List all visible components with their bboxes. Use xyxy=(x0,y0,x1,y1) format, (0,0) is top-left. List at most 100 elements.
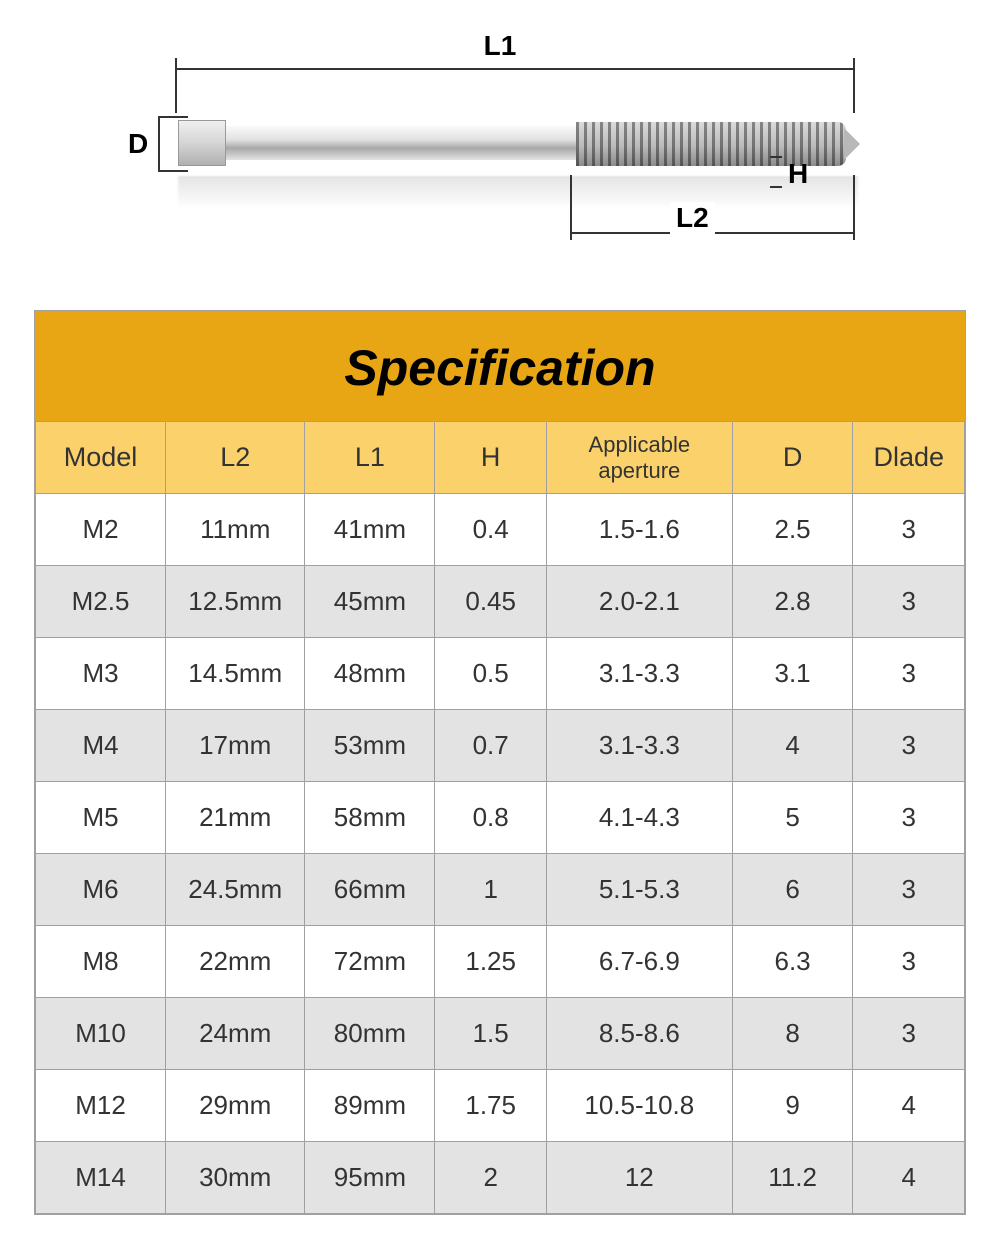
table-cell: M12 xyxy=(36,1070,166,1142)
table-cell: 9 xyxy=(732,1070,853,1142)
table-cell: 10.5-10.8 xyxy=(546,1070,732,1142)
tap-taper-tip xyxy=(844,128,860,160)
table-cell: M5 xyxy=(36,782,166,854)
table-cell: 1.5 xyxy=(435,998,546,1070)
tap-square-drive xyxy=(178,120,226,166)
spec-col-header: Dlade xyxy=(853,422,965,494)
dim-d-bracket-bot xyxy=(158,170,188,172)
table-cell: 6.3 xyxy=(732,926,853,998)
table-cell: 2 xyxy=(435,1142,546,1214)
table-cell: 5 xyxy=(732,782,853,854)
table-cell: 41mm xyxy=(305,494,435,566)
table-row: M211mm41mm0.41.5-1.62.53 xyxy=(36,494,965,566)
table-cell: 4 xyxy=(853,1070,965,1142)
table-cell: 5.1-5.3 xyxy=(546,854,732,926)
dim-d-label: D xyxy=(128,128,148,160)
table-cell: 0.45 xyxy=(435,566,546,638)
spec-table: ModelL2L1HApplicableapertureDDlade M211m… xyxy=(35,421,965,1214)
table-cell: 24mm xyxy=(166,998,305,1070)
table-cell: 1.25 xyxy=(435,926,546,998)
table-cell: 3 xyxy=(853,638,965,710)
table-cell: 22mm xyxy=(166,926,305,998)
table-row: M624.5mm66mm15.1-5.363 xyxy=(36,854,965,926)
spec-col-header: L1 xyxy=(305,422,435,494)
table-cell: 6.7-6.9 xyxy=(546,926,732,998)
table-cell: 12.5mm xyxy=(166,566,305,638)
dim-l2-label: L2 xyxy=(670,202,715,234)
table-cell: M14 xyxy=(36,1142,166,1214)
table-cell: 3 xyxy=(853,494,965,566)
table-cell: M3 xyxy=(36,638,166,710)
spec-col-header: Applicableaperture xyxy=(546,422,732,494)
tool-reflection xyxy=(178,176,858,224)
spec-col-header: D xyxy=(732,422,853,494)
table-row: M1229mm89mm1.7510.5-10.894 xyxy=(36,1070,965,1142)
table-cell: 3.1 xyxy=(732,638,853,710)
table-row: M521mm58mm0.84.1-4.353 xyxy=(36,782,965,854)
table-cell: 3 xyxy=(853,998,965,1070)
table-cell: 0.5 xyxy=(435,638,546,710)
table-cell: 4 xyxy=(853,1142,965,1214)
table-row: M1430mm95mm21211.24 xyxy=(36,1142,965,1214)
table-cell: 3.1-3.3 xyxy=(546,638,732,710)
spec-col-header: L2 xyxy=(166,422,305,494)
spec-table-wrapper: Specification ModelL2L1HApplicableapertu… xyxy=(34,310,966,1215)
table-cell: 0.8 xyxy=(435,782,546,854)
table-cell: 2.0-2.1 xyxy=(546,566,732,638)
table-cell: 1.75 xyxy=(435,1070,546,1142)
table-cell: 3 xyxy=(853,854,965,926)
table-cell: 21mm xyxy=(166,782,305,854)
dim-h-tick-bot xyxy=(770,186,782,188)
dim-h-tick-top xyxy=(770,156,782,158)
tap-dimension-diagram: L1 D H L2 xyxy=(100,30,900,290)
table-cell: 1.5-1.6 xyxy=(546,494,732,566)
table-cell: 11mm xyxy=(166,494,305,566)
table-cell: 29mm xyxy=(166,1070,305,1142)
table-cell: 72mm xyxy=(305,926,435,998)
table-cell: M2 xyxy=(36,494,166,566)
table-row: M1024mm80mm1.58.5-8.683 xyxy=(36,998,965,1070)
table-cell: 8 xyxy=(732,998,853,1070)
table-cell: 80mm xyxy=(305,998,435,1070)
table-cell: 11.2 xyxy=(732,1142,853,1214)
dim-l1-label: L1 xyxy=(100,30,900,62)
table-cell: 4 xyxy=(732,710,853,782)
spec-col-header: Model xyxy=(36,422,166,494)
table-cell: 6 xyxy=(732,854,853,926)
table-cell: 2.8 xyxy=(732,566,853,638)
tap-shank xyxy=(178,126,578,160)
dim-l1-tick-left xyxy=(175,58,177,113)
table-cell: 45mm xyxy=(305,566,435,638)
table-cell: 3 xyxy=(853,926,965,998)
table-row: M822mm72mm1.256.7-6.96.33 xyxy=(36,926,965,998)
table-cell: 14.5mm xyxy=(166,638,305,710)
table-cell: 89mm xyxy=(305,1070,435,1142)
table-cell: 0.4 xyxy=(435,494,546,566)
table-cell: 0.7 xyxy=(435,710,546,782)
table-cell: M10 xyxy=(36,998,166,1070)
table-cell: 95mm xyxy=(305,1142,435,1214)
spec-title: Specification xyxy=(35,311,965,421)
table-cell: 3 xyxy=(853,710,965,782)
dim-l2-tick-left xyxy=(570,175,572,240)
dim-d-bracket-vert xyxy=(158,116,160,172)
table-cell: 1 xyxy=(435,854,546,926)
table-cell: M2.5 xyxy=(36,566,166,638)
dim-l1-line xyxy=(175,68,855,70)
table-cell: M8 xyxy=(36,926,166,998)
table-cell: 66mm xyxy=(305,854,435,926)
dim-d-bracket-top xyxy=(158,116,188,118)
table-row: M417mm53mm0.73.1-3.343 xyxy=(36,710,965,782)
table-cell: M4 xyxy=(36,710,166,782)
table-cell: 2.5 xyxy=(732,494,853,566)
table-row: M2.512.5mm45mm0.452.0-2.12.83 xyxy=(36,566,965,638)
spec-header-row: ModelL2L1HApplicableapertureDDlade xyxy=(36,422,965,494)
table-cell: 58mm xyxy=(305,782,435,854)
table-cell: 48mm xyxy=(305,638,435,710)
table-cell: 8.5-8.6 xyxy=(546,998,732,1070)
table-cell: 4.1-4.3 xyxy=(546,782,732,854)
dim-l2-tick-right xyxy=(853,175,855,240)
table-cell: 53mm xyxy=(305,710,435,782)
table-cell: 3.1-3.3 xyxy=(546,710,732,782)
table-row: M314.5mm48mm0.53.1-3.33.13 xyxy=(36,638,965,710)
